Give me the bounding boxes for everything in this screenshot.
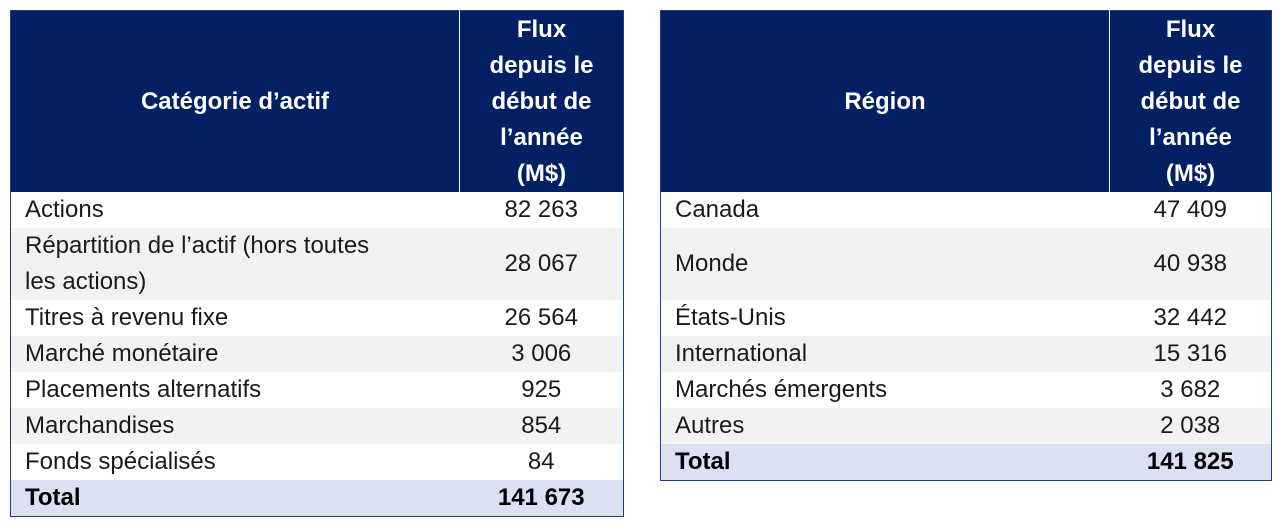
- row-label-line: les actions): [25, 268, 147, 295]
- row-value: 3 682: [1109, 372, 1272, 408]
- row-label: Répartition de l’actif (hors toutes les …: [10, 228, 460, 300]
- header-flux-line: (M$): [1165, 159, 1216, 187]
- row-value: 854: [459, 408, 624, 444]
- header-category: Région: [660, 10, 1110, 192]
- row-value: 925: [459, 372, 624, 408]
- row-label: Marchés émergents: [660, 372, 1110, 408]
- row-value: 40 938: [1109, 228, 1272, 300]
- row-label: Actions: [10, 192, 460, 228]
- row-value: 47 409: [1109, 192, 1272, 228]
- row-label: Marchandises: [10, 408, 460, 444]
- table-row: Marché monétaire 3 006: [10, 336, 624, 372]
- row-value: 15 316: [1109, 336, 1272, 372]
- total-label: Total: [10, 480, 460, 517]
- total-label: Total: [660, 444, 1110, 481]
- row-value: 32 442: [1109, 300, 1272, 336]
- row-value: 84: [459, 444, 624, 480]
- header-flux: Flux depuis le début de l’année (M$): [459, 10, 624, 192]
- header-flux-line: depuis le: [489, 51, 594, 79]
- row-label: Titres à revenu fixe: [10, 300, 460, 336]
- row-label: Placements alternatifs: [10, 372, 460, 408]
- row-label: International: [660, 336, 1110, 372]
- table-row: Canada 47 409: [660, 192, 1272, 228]
- table-row: Marchés émergents 3 682: [660, 372, 1272, 408]
- header-flux-line: depuis le: [1138, 51, 1243, 79]
- table-row: Répartition de l’actif (hors toutes les …: [10, 228, 624, 300]
- row-label: États-Unis: [660, 300, 1110, 336]
- row-label: Autres: [660, 408, 1110, 444]
- table-row: Autres 2 038: [660, 408, 1272, 444]
- header-flux-line: début de: [1140, 87, 1241, 115]
- table-row: Marchandises 854: [10, 408, 624, 444]
- header-row: Région Flux depuis le début de l’année (…: [660, 10, 1272, 192]
- row-value: 2 038: [1109, 408, 1272, 444]
- table-row: Titres à revenu fixe 26 564: [10, 300, 624, 336]
- row-value: 3 006: [459, 336, 624, 372]
- row-label: Monde: [660, 228, 1110, 300]
- row-value: 26 564: [459, 300, 624, 336]
- table-row: Placements alternatifs 925: [10, 372, 624, 408]
- row-label: Canada: [660, 192, 1110, 228]
- header-row: Catégorie d’actif Flux depuis le début d…: [10, 10, 624, 192]
- total-value: 141 825: [1109, 444, 1272, 481]
- asset-category-table: Catégorie d’actif Flux depuis le début d…: [10, 10, 624, 517]
- row-value: 28 067: [459, 228, 624, 300]
- table-row: États-Unis 32 442: [660, 300, 1272, 336]
- header-flux-line: (M$): [516, 159, 567, 187]
- row-label: Fonds spécialisés: [10, 444, 460, 480]
- header-flux-line: Flux: [516, 15, 567, 43]
- region-table: Région Flux depuis le début de l’année (…: [660, 10, 1272, 481]
- total-row: Total 141 825: [660, 444, 1272, 481]
- table-row: Fonds spécialisés 84: [10, 444, 624, 480]
- row-label: Marché monétaire: [10, 336, 460, 372]
- header-flux: Flux depuis le début de l’année (M$): [1109, 10, 1272, 192]
- table-row: Actions 82 263: [10, 192, 624, 228]
- header-flux-line: début de: [491, 87, 592, 115]
- table-row: International 15 316: [660, 336, 1272, 372]
- row-value: 82 263: [459, 192, 624, 228]
- table-row: Monde 40 938: [660, 228, 1272, 300]
- header-category: Catégorie d’actif: [10, 10, 460, 192]
- header-flux-line: l’année: [1149, 123, 1232, 151]
- total-row: Total 141 673: [10, 480, 624, 517]
- header-flux-line: Flux: [1165, 15, 1216, 43]
- header-flux-line: l’année: [500, 123, 583, 151]
- row-label-line: Répartition de l’actif (hors toutes: [25, 232, 370, 259]
- total-value: 141 673: [459, 480, 624, 517]
